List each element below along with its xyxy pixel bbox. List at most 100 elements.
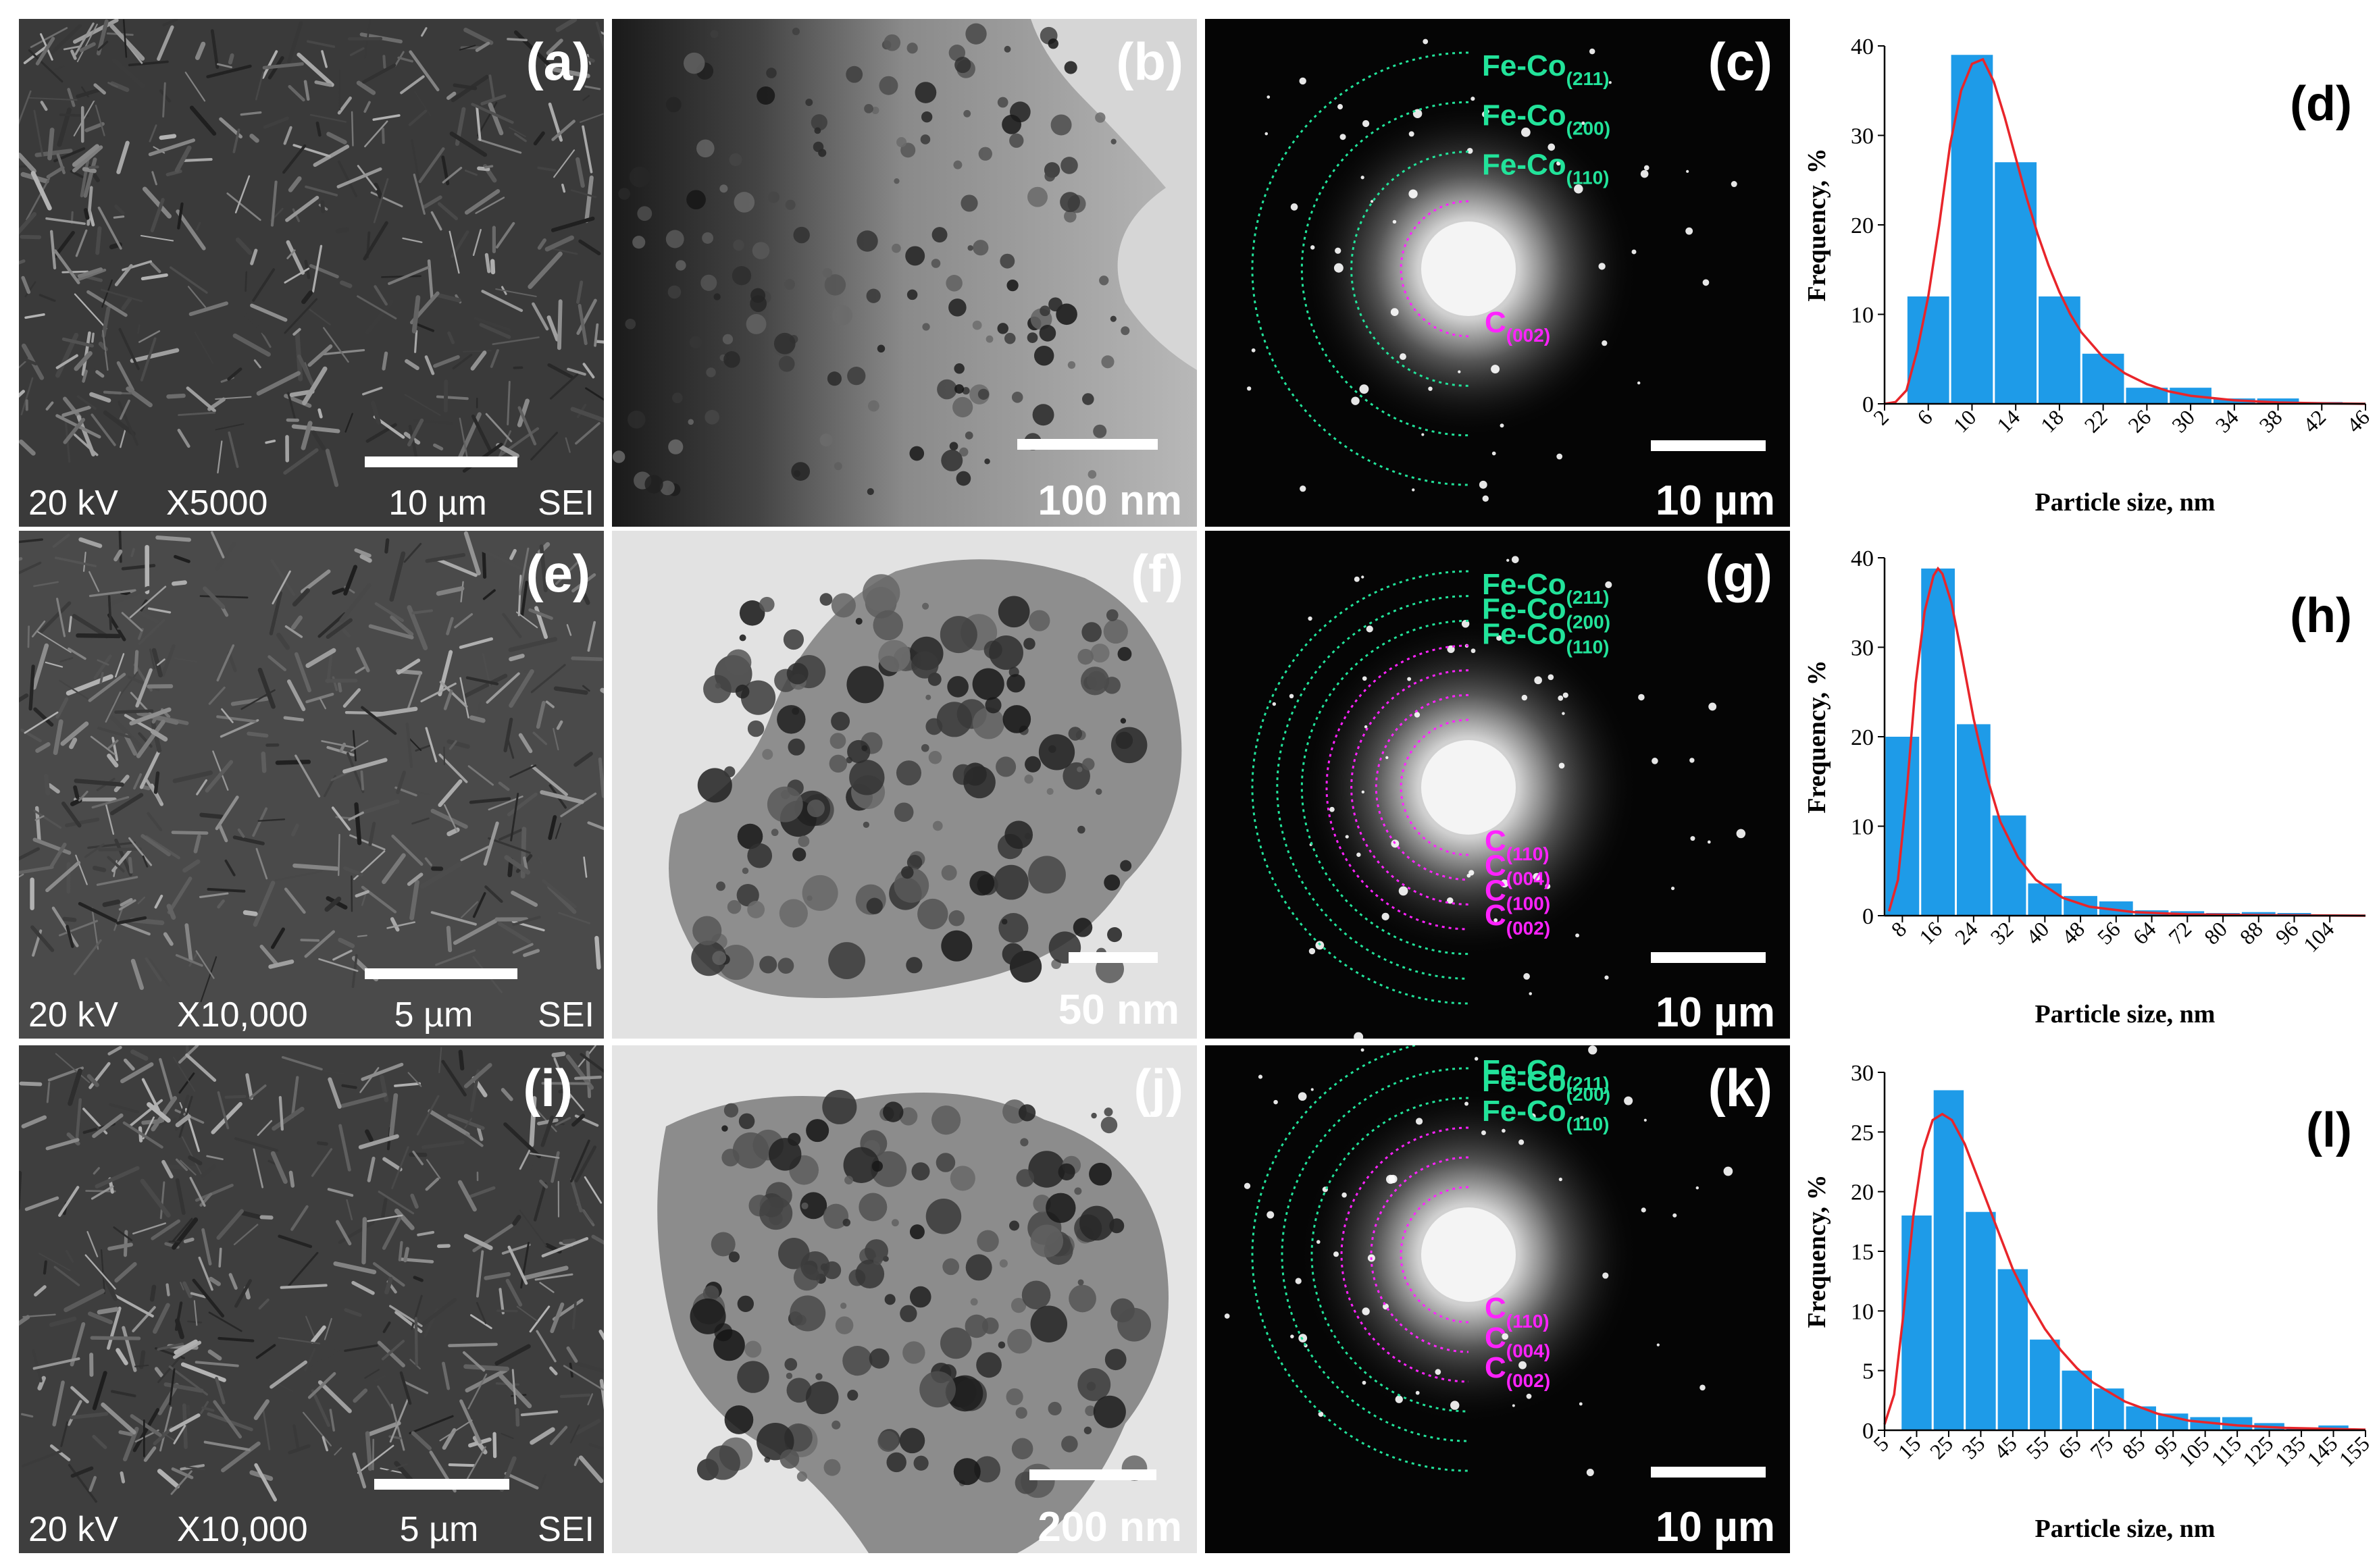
x-tick-label: 6 [1912, 404, 1937, 429]
x-tick-label: 88 [2235, 916, 2268, 949]
scale-bar [1029, 1469, 1156, 1480]
sem-voltage: 20 kV [28, 1510, 118, 1549]
x-tick-label: 22 [2080, 404, 2112, 437]
scale-label: 50 nm [1058, 987, 1179, 1033]
histogram-panel-d: 0 10 20 30 40 2 6 10 14 18 22 26 30 34 38 42 46 Particle … [1798, 19, 2379, 527]
histogram-bar [2039, 296, 2080, 404]
tem-panel-f: (f) 50 nm [612, 531, 1197, 1039]
y-tick-label: 0 [1862, 904, 1874, 929]
histogram-bar [1951, 55, 1993, 404]
sem-panel-a: (a) 20 kV X5000 10 µm SEI [19, 19, 604, 527]
ring-miller-index: (002) [1506, 918, 1550, 939]
panel-letter: (a) [526, 32, 590, 91]
tem-micrograph: (b) 100 nm [612, 19, 1197, 527]
sem-mode: SEI [538, 1510, 594, 1549]
histogram-bar [2062, 1370, 2093, 1430]
histogram-bar [1956, 724, 1991, 916]
saed-panel-c: Fe-Co(211) Fe-Co(200) Fe-Co(110) C(002) (c) 1… [1205, 19, 1790, 527]
y-tick-label: 30 [1851, 636, 1874, 661]
ring-miller-index: (211) [1566, 68, 1610, 89]
y-tick-label: 25 [1851, 1120, 1874, 1145]
histogram-bar [2082, 353, 2124, 404]
ring-label: C(110) [1485, 1292, 1550, 1332]
saed-panel-g: Fe-Co(211) Fe-Co(200) Fe-Co(110) C(002) C(10… [1205, 531, 1790, 1039]
tem-panel-b: (b) 100 nm [612, 19, 1197, 527]
ring-miller-index: (110) [1566, 636, 1610, 657]
fit-curve [1883, 1112, 2366, 1431]
histogram-bar [1933, 1090, 1964, 1430]
panel-letter: (i) [523, 1058, 573, 1118]
x-tick-label: 48 [2057, 916, 2089, 949]
ring-miller-index: (002) [1506, 325, 1550, 346]
histogram-panel-h: 0 10 20 30 40 8 16 24 32 40 48 56 64 72 80 88 96 104 Parti… [1798, 531, 2379, 1039]
x-axis-label: Particle size, nm [2035, 1515, 2216, 1543]
panel-letter: (g) [1705, 544, 1772, 603]
ring-miller-index: (004) [1506, 1340, 1550, 1361]
histogram-bar [1995, 162, 2037, 404]
x-tick-label: 25 [1925, 1431, 1958, 1463]
y-tick-label: 40 [1851, 546, 1874, 571]
histogram-bar [2257, 398, 2299, 404]
x-tick-label: 75 [2085, 1431, 2118, 1463]
histogram-bar [2094, 1388, 2124, 1430]
sem-panel-e: (e) 20 kV X10,000 5 µm SEI [19, 531, 604, 1039]
y-tick-label: 0 [1862, 392, 1874, 417]
tem-micrograph: (f) 50 nm [612, 531, 1197, 1039]
saed-pattern: Fe-Co(211)Fe-Co(200)Fe-Co(110)C(002)(c)1… [1205, 19, 1790, 527]
sem-mode: SEI [538, 484, 594, 523]
y-axis-label: Frequency, % [1803, 660, 1831, 813]
sem-voltage: 20 kV [28, 484, 118, 523]
histogram-bar [1966, 1211, 1996, 1430]
scale-bar [1651, 1467, 1766, 1478]
ring-miller-index: (211) [1566, 587, 1610, 608]
panel-letter: (e) [526, 544, 590, 603]
x-tick-label: 65 [2053, 1431, 2086, 1463]
y-tick-label: 30 [1851, 124, 1874, 149]
scale-label: 10 µm [1656, 989, 1775, 1036]
sem-panel-i: (i) 20 kV X10,000 5 µm SEI [19, 1045, 604, 1553]
ring-miller-index: (211) [1566, 1073, 1610, 1094]
sem-magnification: X5000 [166, 484, 267, 523]
x-tick-label: 18 [2036, 404, 2068, 437]
x-tick-label: 104 [2299, 916, 2338, 956]
x-tick-label: 8 [1887, 916, 1912, 941]
histogram-bar [1921, 568, 1955, 916]
ring-miller-index: (004) [1506, 868, 1550, 889]
scale-bar [365, 456, 517, 467]
x-tick-label: 35 [1957, 1431, 1989, 1463]
scale-bar [1017, 439, 1158, 450]
scale-label: 5 µm [400, 1510, 479, 1549]
x-axis-label: Particle size, nm [2035, 1000, 2216, 1028]
sem-mode: SEI [538, 995, 594, 1035]
y-tick-label: 20 [1851, 725, 1874, 750]
y-tick-label: 10 [1851, 815, 1874, 840]
histogram-bar [1907, 296, 1949, 404]
panel-letter: (k) [1708, 1058, 1772, 1118]
scale-label: 100 nm [1038, 477, 1182, 524]
ring-miller-index: (100) [1506, 893, 1550, 914]
saed-pattern: Fe-Co(211)Fe-Co(200)Fe-Co(110)C(002)C(10… [1205, 531, 1790, 1039]
ring-miller-index: (110) [1506, 843, 1550, 864]
scale-label: 200 nm [1038, 1504, 1182, 1550]
y-tick-label: 40 [1851, 34, 1874, 59]
x-tick-label: 15 [1893, 1431, 1925, 1463]
ring-miller-index: (200) [1566, 117, 1610, 138]
saed-pattern: Fe-Co(211)Fe-Co(200)Fe-Co(110)C(002)C(00… [1205, 1045, 1790, 1553]
saed-panel-k: Fe-Co(211) Fe-Co(200) Fe-Co(110) C(002) C(00… [1205, 1045, 1790, 1553]
x-tick-label: 56 [2093, 916, 2125, 949]
y-tick-label: 0 [1862, 1419, 1874, 1444]
sem-magnification: X10,000 [177, 995, 308, 1035]
x-tick-label: 64 [2128, 916, 2160, 949]
panel-letter: (c) [1708, 32, 1772, 91]
y-tick-label: 20 [1851, 1180, 1874, 1205]
scale-bar [1069, 952, 1158, 963]
ring-miller-index: (110) [1566, 167, 1610, 188]
y-axis-label: Frequency, % [1803, 148, 1831, 301]
x-tick-label: 26 [2123, 404, 2155, 437]
sem-micrograph: (e) 20 kV X10,000 5 µm SEI [19, 531, 604, 1039]
sem-magnification: X10,000 [177, 1510, 308, 1549]
y-axis-label: Frequency, % [1803, 1174, 1831, 1328]
